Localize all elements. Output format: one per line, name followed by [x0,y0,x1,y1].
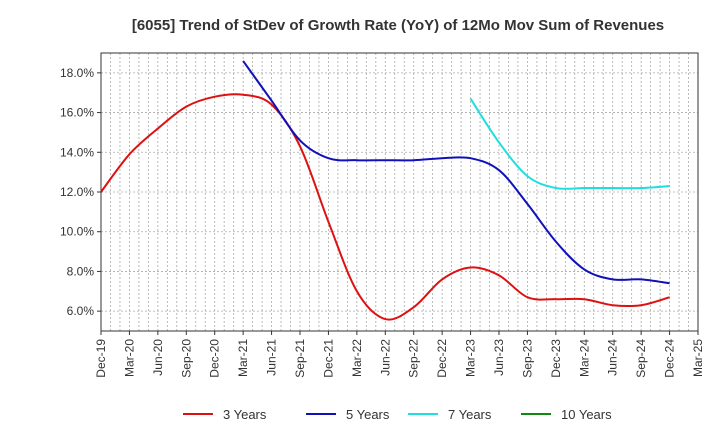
x-tick-label: Sep-21 [293,339,307,378]
y-tick-label: 18.0% [60,66,94,80]
x-tick-label: Sep-22 [407,339,421,378]
legend-label-5-years: 5 Years [346,407,390,422]
chart-title: [6055] Trend of StDev of Growth Rate (Yo… [132,17,664,34]
x-tick-label: Dec-21 [321,339,335,378]
x-tick-label: Mar-21 [236,339,250,377]
x-tick-label: Mar-25 [691,339,705,377]
x-tick-label: Jun-20 [151,339,165,376]
x-tick-label: Jun-22 [378,339,392,376]
x-tick-label: Jun-24 [606,339,620,376]
legend: 3 Years 5 Years 7 Years 10 Years [183,407,612,422]
legend-label-3-years: 3 Years [223,407,267,422]
x-tick-label: Dec-23 [549,339,563,378]
y-tick-label: 6.0% [67,304,95,318]
y-axis: 6.0% 8.0% 10.0% 12.0% 14.0% 16.0% 18.0% [60,66,101,318]
y-tick-label: 16.0% [60,106,94,120]
y-tick-label: 8.0% [67,264,95,278]
x-tick-label: Mar-24 [577,339,591,377]
series-lines [100,60,670,321]
x-tick-label: Mar-23 [464,339,478,377]
x-tick-label: Mar-22 [350,339,364,377]
series-line-3-years [100,93,670,321]
x-tick-label: Dec-20 [208,339,222,378]
y-tick-label: 12.0% [60,185,94,199]
x-tick-label: Dec-22 [435,339,449,378]
x-tick-label: Mar-20 [122,339,136,377]
series-line-7-years [469,98,670,190]
legend-label-7-years: 7 Years [448,407,492,422]
grid-lines [101,53,698,331]
x-tick-label: Sep-20 [179,339,193,378]
y-tick-label: 10.0% [60,225,94,239]
x-tick-label: Sep-24 [634,339,648,378]
x-tick-label: Dec-24 [663,339,677,378]
x-tick-label: Jun-21 [265,339,279,376]
x-tick-label: Sep-23 [520,339,534,378]
series-line-5-years [242,60,670,285]
y-tick-label: 14.0% [60,145,94,159]
x-tick-label: Jun-23 [492,339,506,376]
x-axis: Dec-19 Mar-20 Jun-20 Sep-20 Dec-20 Mar-21 Jun-… [94,331,705,378]
legend-label-10-years: 10 Years [561,407,612,422]
x-tick-label: Dec-19 [94,339,108,378]
